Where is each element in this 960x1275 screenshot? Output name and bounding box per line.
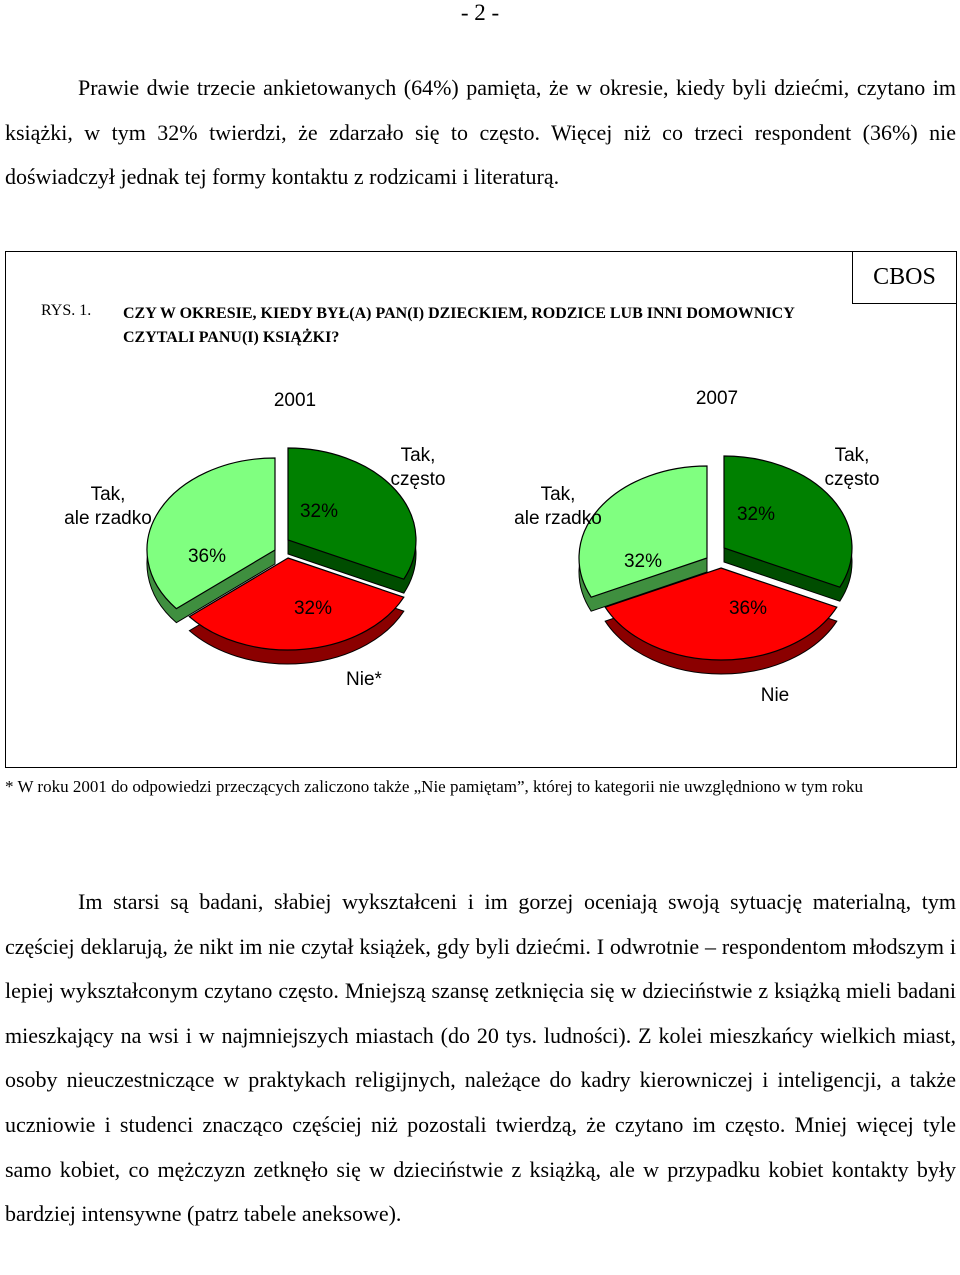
pie-chart-2001 (146, 447, 417, 665)
value-2001-rzadko: 36% (188, 546, 226, 567)
figure-box: CBOS RYS. 1. CZY W OKRESIE, KIEDY BYŁ(A)… (5, 251, 957, 768)
value-2007-nie: 36% (729, 598, 767, 619)
label-2001-nie: Nie* (346, 669, 383, 690)
label-2001-czesto: Tak, często (391, 445, 446, 490)
figure-title: CZY W OKRESIE, KIEDY BYŁ(A) PAN(I) DZIEC… (123, 305, 795, 346)
chart-title-2001: 2001 (274, 390, 316, 411)
footnote: * W roku 2001 do odpowiedzi przeczących … (5, 777, 864, 796)
body-paragraph: Im starsi są badani, słabiej wykształcen… (5, 889, 956, 1227)
pie-slice-1 (188, 557, 405, 651)
chart-title-2007: 2007 (696, 388, 738, 409)
pie-chart-2007 (578, 455, 853, 675)
value-2001-nie: 32% (294, 598, 332, 619)
figure-label: RYS. 1. (41, 302, 92, 319)
pie-slice-2 (578, 465, 708, 598)
label-2007-nie: Nie (761, 685, 790, 706)
pie-slice-2 (146, 457, 276, 610)
label-2007-czesto: Tak, często (825, 445, 880, 490)
value-2007-rzadko: 32% (624, 551, 662, 572)
page-number: - 2 - (460, 0, 500, 25)
intro-paragraph: Prawie dwie trzecie ankietowanych (64%) … (5, 75, 956, 189)
pie-slice-1 (604, 567, 838, 661)
value-2001-czesto: 32% (300, 501, 338, 522)
pie-charts: 2001 2007 Tak, ale rzadko Tak, często Nie*… (64, 388, 880, 706)
pie-slice-0 (287, 447, 417, 580)
value-2007-czesto: 32% (737, 504, 775, 525)
source-label: CBOS (852, 251, 957, 304)
label-2001-rzadko: Tak, ale rzadko (64, 484, 152, 529)
pie-slice-0 (723, 455, 853, 588)
label-2007-rzadko: Tak, ale rzadko (514, 484, 602, 529)
